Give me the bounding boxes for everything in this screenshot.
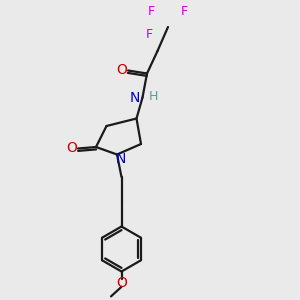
Text: F: F [146, 28, 153, 41]
Text: F: F [148, 5, 155, 18]
Text: O: O [116, 276, 127, 290]
Text: H: H [148, 89, 158, 103]
Text: O: O [66, 142, 77, 155]
Text: N: N [116, 152, 126, 166]
Text: F: F [181, 5, 188, 18]
Text: N: N [130, 91, 140, 104]
Text: O: O [116, 64, 127, 77]
